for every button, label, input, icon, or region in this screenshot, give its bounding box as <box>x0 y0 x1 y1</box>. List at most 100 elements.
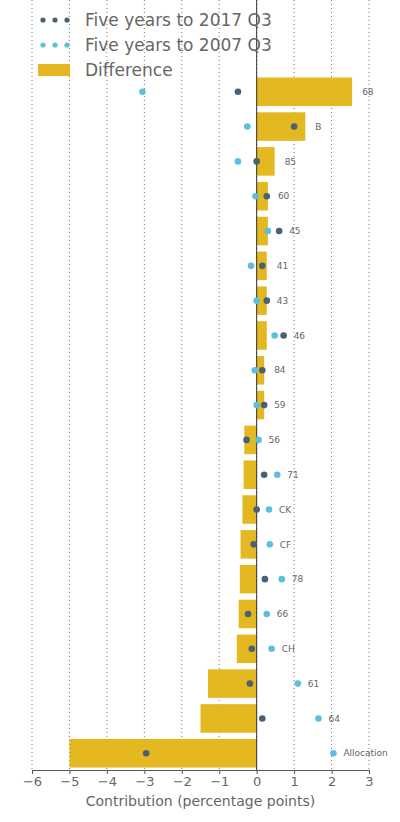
dot <box>143 750 150 757</box>
category-label: 85 <box>285 157 296 167</box>
dot <box>235 158 242 165</box>
bar <box>201 704 257 733</box>
plot-area <box>69 0 352 770</box>
grid-line <box>144 0 145 770</box>
legend: Five years to 2017 Q3 Five years to 2007 … <box>38 10 272 80</box>
category-label: B <box>315 122 321 132</box>
tick-label: −6 <box>23 774 42 789</box>
grid-line <box>256 0 257 770</box>
dot <box>261 471 268 478</box>
category-label: 78 <box>292 574 304 584</box>
dot <box>250 541 257 548</box>
bar <box>257 77 352 106</box>
grid-line <box>106 0 107 770</box>
dot <box>139 88 146 95</box>
category-label: CF <box>280 540 291 550</box>
tick-label: −4 <box>98 774 117 789</box>
bar <box>240 565 257 594</box>
legend-item: Five years to 2007 Q3 <box>40 35 271 55</box>
dot <box>253 297 260 304</box>
grid-line <box>181 0 182 770</box>
dot <box>243 437 250 444</box>
category-label: 59 <box>274 400 286 410</box>
dot <box>245 611 252 618</box>
dot <box>274 471 281 478</box>
tick: −6 <box>23 770 42 789</box>
tick: −3 <box>135 770 154 789</box>
tick: 0 <box>253 770 261 789</box>
dot <box>265 228 272 235</box>
grid-line <box>219 0 220 770</box>
legend-swatch <box>52 17 57 22</box>
dot <box>255 437 262 444</box>
category-label: 46 <box>294 331 306 341</box>
category-label: 71 <box>287 470 298 480</box>
tick-label: 2 <box>328 774 336 789</box>
tick: 3 <box>365 770 373 789</box>
bar <box>69 739 256 768</box>
category-label: 68 <box>362 87 374 97</box>
dot <box>276 228 283 235</box>
x-axis-title: Contribution (percentage points) <box>86 793 315 809</box>
bar <box>257 252 267 281</box>
dot <box>248 645 255 652</box>
dot <box>271 332 278 339</box>
dot <box>266 506 273 513</box>
category-label: CK <box>279 505 292 515</box>
tick-label: −3 <box>135 774 154 789</box>
category-label: Allocation <box>343 748 387 758</box>
dot <box>259 367 266 374</box>
legend-label: Five years to 2017 Q3 <box>85 10 272 30</box>
zero-line <box>256 0 257 770</box>
category-label: 64 <box>328 714 340 724</box>
dot <box>291 123 298 130</box>
legend-label: Difference <box>85 60 173 80</box>
legend-swatch <box>38 64 70 76</box>
dot <box>252 193 259 200</box>
dot <box>315 715 322 722</box>
legend-label: Five years to 2007 Q3 <box>85 35 272 55</box>
dot <box>247 680 254 687</box>
dot <box>330 750 337 757</box>
dot <box>259 715 266 722</box>
category-label: 61 <box>308 679 319 689</box>
category-label: 43 <box>277 296 288 306</box>
legend-item: Five years to 2017 Q3 <box>40 10 271 30</box>
tick-label: 3 <box>365 774 373 789</box>
grid-line <box>369 0 370 770</box>
bar <box>237 635 257 664</box>
dot <box>263 611 270 618</box>
axis-line <box>33 771 370 775</box>
dot <box>263 297 270 304</box>
dot <box>253 506 260 513</box>
dot <box>280 332 287 339</box>
grid <box>32 0 369 770</box>
tick-label: 1 <box>290 774 298 789</box>
category-label: 45 <box>289 226 300 236</box>
dot <box>261 402 268 409</box>
bar <box>239 600 257 629</box>
legend-swatch <box>40 17 45 22</box>
bar <box>257 112 306 141</box>
x-axis: −6−5−4−3−2−10123 <box>23 770 374 789</box>
category-label: 84 <box>274 365 286 375</box>
category-label: 66 <box>277 609 289 619</box>
tick: −5 <box>60 770 79 789</box>
legend-swatch <box>64 42 69 47</box>
dot <box>244 123 251 130</box>
chart: 68B85604541434684595671CKCF7866CH6164All… <box>0 0 400 822</box>
dot <box>266 541 273 548</box>
tick-label: 0 <box>253 774 261 789</box>
dot <box>263 193 270 200</box>
grid-line <box>331 0 332 770</box>
dots <box>143 88 298 756</box>
bars <box>69 77 352 767</box>
grid-line <box>32 0 33 770</box>
tick: −4 <box>98 770 117 789</box>
dot <box>268 645 275 652</box>
tick: −2 <box>173 770 192 789</box>
legend-swatch <box>52 42 57 47</box>
dot <box>253 402 260 409</box>
tick-label: −2 <box>173 774 192 789</box>
category-label: 41 <box>277 261 288 271</box>
